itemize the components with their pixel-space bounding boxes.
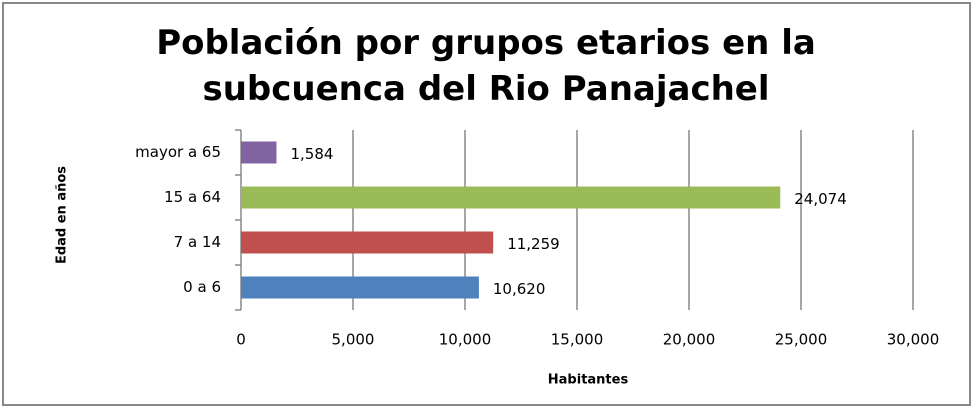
data-label: 24,074 (794, 190, 847, 208)
x-tick-label: 0 (236, 331, 246, 349)
y-tick-label: mayor a 65 (135, 143, 221, 161)
bar (241, 231, 494, 254)
x-tick-label: 20,000 (663, 331, 716, 349)
data-label: 10,620 (493, 280, 546, 298)
x-tick-label: 5,000 (332, 331, 375, 349)
x-tick-label: 10,000 (439, 331, 492, 349)
x-tick-label: 25,000 (775, 331, 828, 349)
y-tick-label: 0 a 6 (183, 278, 221, 296)
bar (241, 141, 277, 164)
data-label: 1,584 (290, 145, 333, 163)
x-axis-title: Habitantes (548, 373, 629, 388)
chart-title: Población por grupos etarios en la subcu… (156, 23, 816, 109)
x-tick-label: 30,000 (887, 331, 940, 349)
x-tick-label: 15,000 (551, 331, 604, 349)
y-tick-label: 15 a 64 (164, 188, 221, 206)
data-label: 11,259 (507, 235, 560, 253)
bar (241, 186, 781, 209)
y-tick-label: 7 a 14 (174, 233, 221, 251)
y-axis-title: Edad en años (55, 166, 70, 264)
bar (241, 276, 479, 299)
